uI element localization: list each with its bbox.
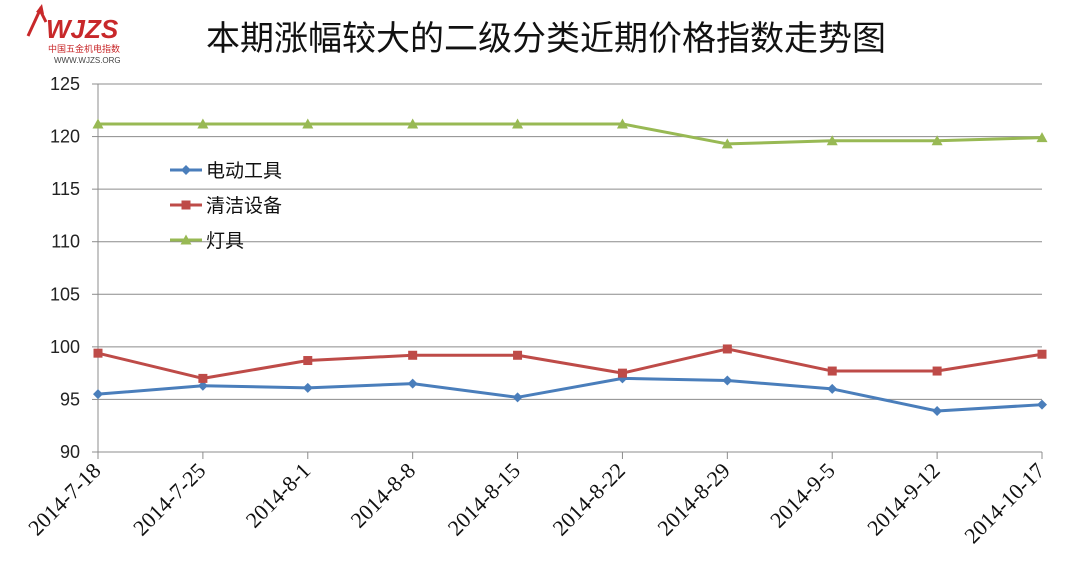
data-point-square [827,366,837,376]
legend-item: 电动工具 [170,160,282,182]
x-tick-label: 2014-10-17 [959,458,1049,548]
x-tick-label: 2014-8-22 [547,458,629,540]
data-point-square [932,366,942,376]
legend-label: 清洁设备 [206,195,282,217]
data-point-diamond [302,382,313,393]
x-tick-label: 2014-9-5 [765,458,840,533]
data-point-diamond [407,378,418,389]
x-tick-labels: 2014-7-18 2014-7-25 2014-8-1 2014-8-8 2014-8… [23,458,1049,548]
y-tick-label: 120 [50,127,80,147]
data-point-triangle [616,118,628,129]
y-tick-label: 95 [60,389,80,409]
y-tick-label: 115 [51,179,80,199]
data-point-diamond [932,405,943,416]
series-lines [92,118,1048,416]
series-0 [93,373,1047,416]
x-tick-label: 2014-7-18 [23,458,105,540]
series-line [97,376,1043,413]
data-point-square [303,356,313,366]
data-point-triangle [512,118,524,129]
x-tick-label: 2014-8-1 [241,458,316,533]
logo-text: WJZS [46,14,119,44]
data-point-triangle [1036,132,1048,143]
data-point-diamond [93,389,103,400]
x-tick-label: 2014-9-12 [862,458,944,540]
y-tick-label: 105 [50,284,80,304]
data-point-triangle [407,118,419,129]
data-point-diamond [1037,399,1047,410]
x-tick-label: 2014-8-29 [652,458,734,540]
data-point-square [181,200,191,210]
axes [92,83,1043,459]
data-point-triangle [302,118,314,129]
data-point-square [513,350,523,360]
data-point-triangle [197,118,209,129]
data-point-diamond [722,375,733,386]
y-tick-label: 90 [60,442,80,462]
data-point-diamond [197,380,208,391]
x-tick-label: 2014-8-15 [443,458,525,540]
data-point-square [1037,349,1047,359]
data-point-triangle [826,135,838,146]
logo-arrowhead-icon [36,4,44,14]
data-point-diamond [827,383,838,394]
series-line [97,347,1043,380]
legend-item: 清洁设备 [170,195,282,217]
y-tick-label: 125 [50,74,80,94]
y-tick-label: 100 [50,337,80,357]
data-point-triangle [180,234,192,245]
x-tick-label: 2014-7-25 [128,458,210,540]
data-point-square [198,373,208,383]
data-point-square [93,348,103,358]
y-tick-label: 110 [51,232,80,252]
series-1 [93,344,1047,383]
chart-title: 本期涨幅较大的二级分类近期价格指数走势图 [206,19,886,59]
series-line [98,122,1043,146]
series-2 [92,118,1048,149]
data-point-diamond [181,165,191,175]
x-tick-label: 2014-8-8 [345,458,420,533]
logo-arrow-icon [26,6,48,37]
data-point-diamond [512,392,523,403]
data-point-square [617,368,627,378]
wjzs-logo: WJZS 中国五金机电指数 WWW.WJZS.ORG [26,4,121,65]
logo-url: WWW.WJZS.ORG [54,56,121,65]
data-point-triangle [931,135,943,146]
data-point-square [408,350,418,360]
legend-item: 灯具 [170,230,244,252]
data-point-square [722,344,732,354]
legend-label: 灯具 [206,230,244,252]
y-tick-labels: 90 95 100 105 110 115 120 125 [50,74,80,462]
data-point-triangle [92,118,104,129]
data-point-triangle [721,138,733,149]
logo-subtitle: 中国五金机电指数 [48,43,120,55]
legend-label: 电动工具 [206,160,282,182]
